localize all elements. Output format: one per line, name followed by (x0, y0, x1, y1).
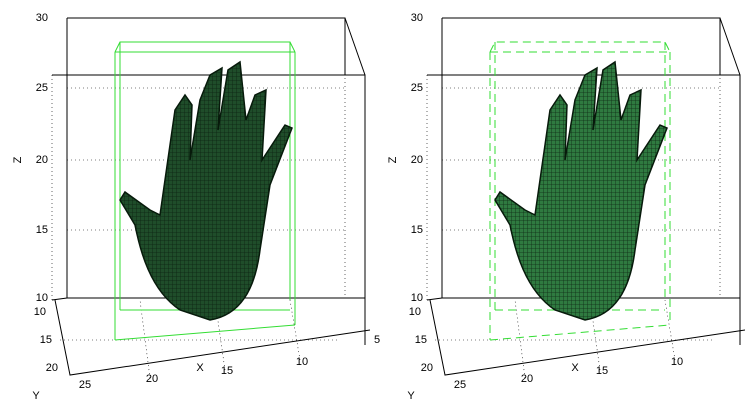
x-tick-label: 10 (671, 356, 683, 368)
axis-line (427, 298, 442, 300)
z-axis-label: Z (387, 156, 399, 163)
axis-line (720, 18, 740, 75)
axis-line (67, 18, 345, 75)
y-tick-label: 20 (421, 362, 433, 374)
z-tick-label: 25 (36, 82, 48, 94)
grid-line (515, 300, 525, 378)
axis-line (345, 18, 365, 75)
z-tick-label: 25 (411, 82, 423, 94)
x-tick-label: 20 (146, 373, 158, 385)
panel: 10 15 20 25 30 10 15 20 25 20 15 10 5 Z X Y (12, 12, 380, 402)
x-axis-label: X (196, 362, 204, 374)
y-tick-label: 15 (40, 334, 52, 346)
bounding-box (115, 42, 295, 52)
x-axis-label: X (571, 362, 579, 374)
x-tick-label: 25 (79, 379, 91, 391)
x-tick-label: 5 (374, 334, 380, 346)
hand-voxels (495, 62, 667, 320)
z-tick-label: 10 (36, 292, 48, 304)
y-axis-label: Y (32, 390, 40, 402)
z-tick-label: 15 (36, 224, 48, 236)
x-tick-label: 20 (521, 373, 533, 385)
y-tick-label: 15 (415, 334, 427, 346)
panel: 10 15 20 25 30 10 15 20 25 20 15 10 Z X Y (387, 12, 745, 402)
z-tick-label: 20 (36, 154, 48, 166)
bounding-box (115, 325, 295, 340)
grid-line (665, 300, 675, 360)
axis-line (52, 298, 67, 300)
figure: 1015202530101520252015105ZXY 10152025301… (0, 0, 750, 403)
x-tick-label: 15 (221, 365, 233, 377)
axis-line (442, 18, 720, 75)
z-tick-label: 30 (36, 12, 48, 24)
z-tick-label: 20 (411, 154, 423, 166)
y-tick-label: 10 (409, 306, 421, 318)
bounding-box (490, 42, 670, 52)
bounding-box (490, 325, 670, 340)
y-tick-label: 10 (34, 306, 46, 318)
z-tick-label: 15 (411, 224, 423, 236)
x-tick-label: 25 (454, 379, 466, 391)
x-tick-label: 10 (296, 356, 308, 368)
x-tick-label: 15 (596, 365, 608, 377)
grid-line (140, 300, 150, 378)
hand-voxels (120, 62, 292, 320)
y-axis-label: Y (407, 390, 415, 402)
z-axis-label: Z (12, 156, 24, 163)
y-tick-label: 20 (46, 362, 58, 374)
z-tick-label: 10 (411, 292, 423, 304)
z-tick-label: 30 (411, 12, 423, 24)
